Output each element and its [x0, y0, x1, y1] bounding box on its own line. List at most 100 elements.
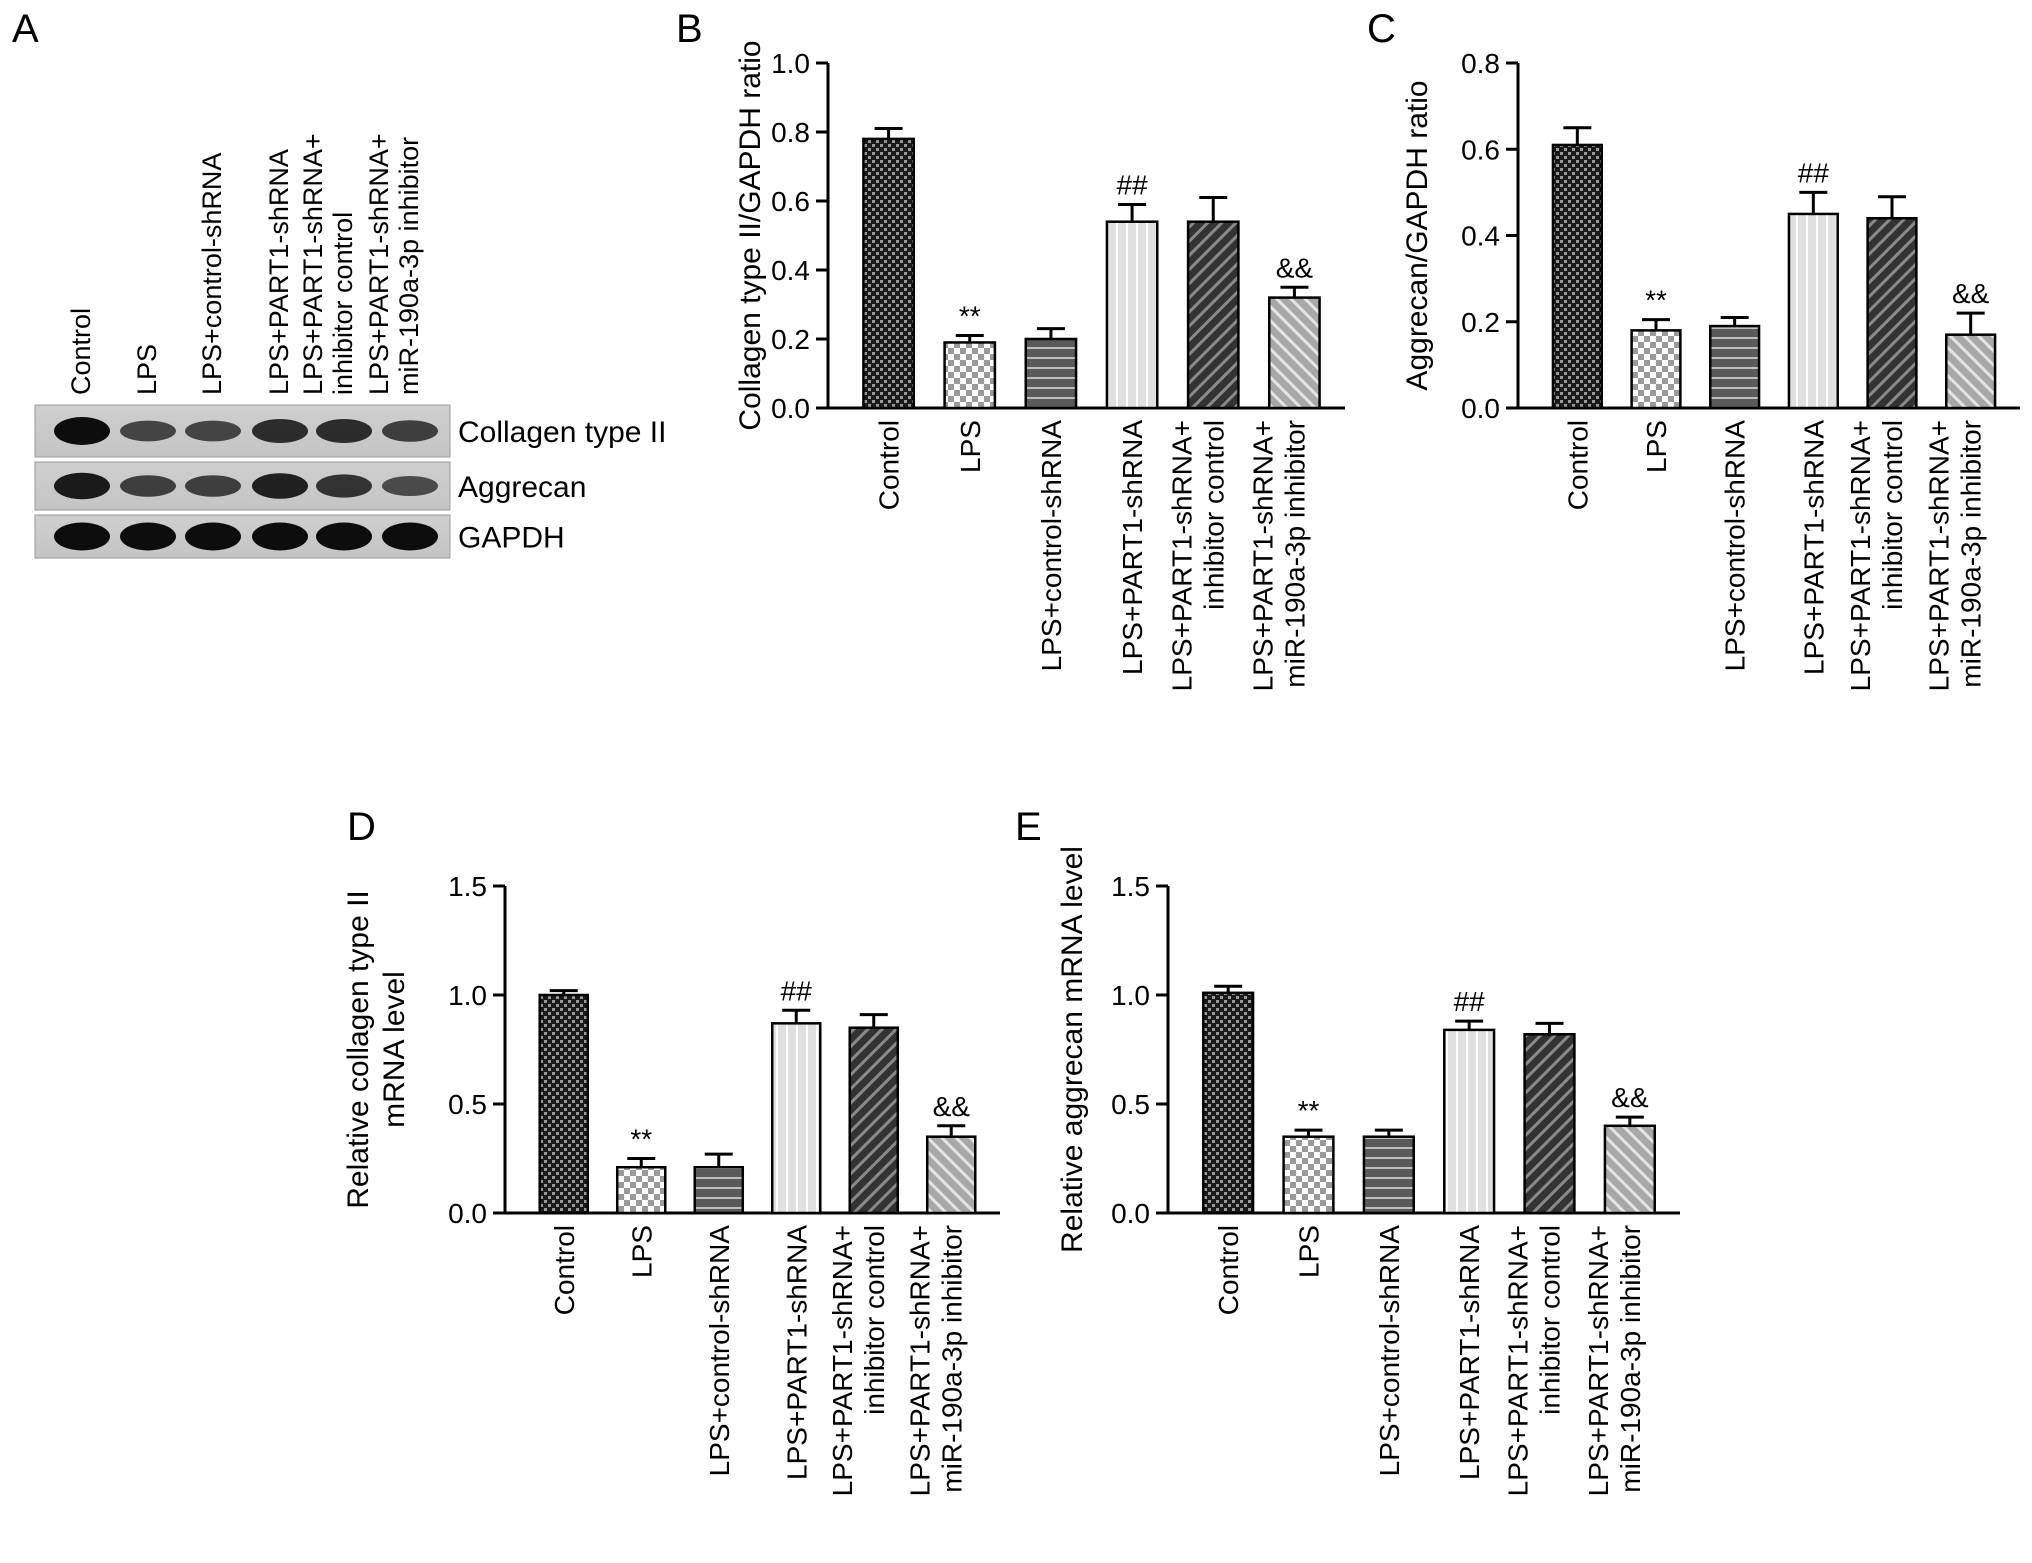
- blot-lane-label: LPS+PART1-shRNA+: [298, 133, 328, 395]
- y-tick-label: 0.8: [1461, 48, 1500, 79]
- y-tick-label: 1.0: [771, 48, 810, 79]
- bar: [1945, 333, 1997, 410]
- y-tick-label: 1.0: [448, 980, 487, 1011]
- chart-panel-c: 0.0 0.2 0.4 0.6 0.8 Aggrecan/GAPDH ratio Contr…: [1401, 48, 2020, 691]
- y-axis-title: Collagen type II/GAPDH ratio: [734, 40, 767, 430]
- bar: [1202, 991, 1255, 1215]
- x-category-label: LPS+control-shRNA: [1720, 420, 1751, 672]
- bar: [1186, 220, 1240, 410]
- blot-protein-label: Aggrecan: [458, 471, 586, 504]
- blot-band: [54, 522, 110, 551]
- bar: [615, 1165, 667, 1215]
- blot-band: [185, 475, 241, 497]
- x-category-label: LPS+PART1-shRNA: [1454, 1225, 1485, 1480]
- y-tick-label: 1.0: [1111, 980, 1150, 1011]
- bar: [1523, 1032, 1576, 1215]
- x-category-label: LPS+control-shRNA: [1374, 1225, 1405, 1477]
- x-category-label: LPS+PART1-shRNA+: [1503, 1225, 1534, 1496]
- y-tick-label: 0.2: [771, 324, 810, 355]
- bar: [848, 1026, 900, 1215]
- blot-band: [185, 420, 241, 442]
- x-category-label: LPS: [1294, 1225, 1325, 1278]
- blot-band: [54, 472, 110, 500]
- blot-band: [382, 420, 438, 442]
- bar: [1282, 1135, 1335, 1215]
- bar: [1551, 143, 1603, 410]
- blot-band: [54, 417, 110, 445]
- panel-letter-b: B: [676, 7, 703, 51]
- y-axis-title: Relative aggrecan mRNA level: [1056, 846, 1089, 1253]
- blot-band: [316, 474, 372, 498]
- bar: [1024, 337, 1078, 410]
- x-category-label: LPS+PART1-shRNA+: [1583, 1225, 1614, 1496]
- blot-protein-label: GAPDH: [458, 522, 565, 555]
- bar: [1630, 329, 1682, 410]
- y-tick-label: 0.8: [771, 117, 810, 148]
- x-category-label: Control: [874, 420, 905, 510]
- x-category-label: miR-190a-3p inhibitor: [1615, 1225, 1646, 1493]
- significance-label: ##: [1454, 986, 1486, 1017]
- y-tick-label: 0.6: [1461, 134, 1500, 165]
- bar: [693, 1165, 745, 1215]
- blot-band: [316, 419, 372, 443]
- blot-lane-label: inhibitor control: [328, 212, 358, 395]
- y-tick-label: 0.0: [448, 1198, 487, 1229]
- x-category-label: LPS: [1641, 420, 1672, 473]
- y-tick-label: 0.4: [771, 255, 810, 286]
- chart-panel-d: 0.0 0.5 1.0 1.5 Relative collagen type II mRN…: [342, 871, 1000, 1496]
- significance-label: ##: [781, 975, 813, 1006]
- blot-band: [316, 522, 372, 551]
- y-tick-label: 0.0: [771, 393, 810, 424]
- x-category-label: LPS+control-shRNA: [704, 1225, 735, 1477]
- x-category-label: LPS+PART1-shRNA+: [1845, 420, 1876, 691]
- x-category-label: inhibitor control: [1877, 420, 1908, 610]
- significance-label: &&: [933, 1091, 971, 1122]
- significance-label: &&: [1611, 1082, 1649, 1113]
- chart-panel-e: 0.0 0.5 1.0 1.5 Relative aggrecan mRNA level…: [1056, 846, 1680, 1496]
- x-category-label: miR-190a-3p inhibitor: [1279, 420, 1310, 688]
- blot-band: [382, 476, 438, 496]
- bar: [943, 341, 997, 410]
- y-axis-title: Aggrecan/GAPDH ratio: [1401, 80, 1434, 390]
- blot-band: [185, 522, 241, 551]
- blot-band: [120, 420, 176, 442]
- y-tick-label: 0.5: [448, 1089, 487, 1120]
- x-category-label: miR-190a-3p inhibitor: [1956, 420, 1987, 688]
- x-category-label: LPS+PART1-shRNA: [781, 1225, 812, 1480]
- bar: [770, 1022, 822, 1215]
- blot-band: [120, 475, 176, 497]
- y-tick-label: 0.0: [1111, 1198, 1150, 1229]
- bar: [1866, 217, 1918, 410]
- x-category-label: LPS+PART1-shRNA+: [904, 1225, 935, 1496]
- blot-lane-label: Control: [66, 308, 96, 395]
- significance-label: ##: [1117, 169, 1149, 200]
- x-category-label: LPS+control-shRNA: [1036, 420, 1067, 672]
- bar: [1709, 324, 1761, 410]
- y-tick-label: 1.5: [448, 871, 487, 902]
- bar: [538, 993, 590, 1215]
- blot-lane-label: LPS+PART1-shRNA+: [364, 133, 394, 395]
- bar: [925, 1135, 977, 1215]
- x-category-label: LPS+PART1-shRNA: [1798, 420, 1829, 675]
- significance-label: **: [1298, 1095, 1320, 1126]
- x-category-label: LPS+PART1-shRNA+: [1924, 420, 1955, 691]
- y-tick-label: 1.5: [1111, 871, 1150, 902]
- x-category-label: LPS+PART1-shRNA: [1117, 420, 1148, 675]
- y-axis-title: mRNA level: [378, 971, 411, 1128]
- y-tick-label: 0.5: [1111, 1089, 1150, 1120]
- bar: [1105, 220, 1159, 410]
- panel-a-blot: Control LPS LPS+control-shRNA LPS+PART1-shR…: [34, 133, 666, 559]
- y-tick-label: 0.6: [771, 186, 810, 217]
- x-category-label: LPS: [955, 420, 986, 473]
- y-tick-label: 0.4: [1461, 221, 1500, 252]
- panel-letter-a: A: [12, 7, 39, 51]
- x-category-label: LPS+PART1-shRNA+: [1166, 420, 1197, 691]
- blot-band: [252, 473, 308, 499]
- y-tick-label: 0.2: [1461, 307, 1500, 338]
- significance-label: &&: [1952, 278, 1990, 309]
- panel-letter-e: E: [1015, 805, 1042, 849]
- significance-label: **: [1645, 285, 1667, 316]
- blot-band: [120, 522, 176, 551]
